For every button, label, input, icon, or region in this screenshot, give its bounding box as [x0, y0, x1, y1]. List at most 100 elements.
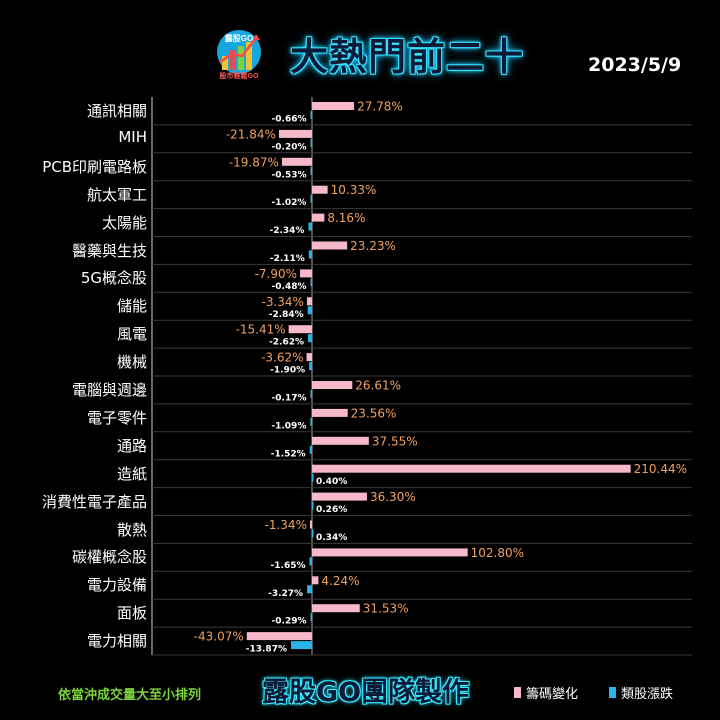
- bar-series2: [307, 306, 312, 315]
- data-label-series2: -13.87%: [246, 645, 287, 655]
- category-label: 5G概念股: [80, 269, 147, 288]
- data-label-series2: -1.02%: [271, 198, 306, 208]
- sort-note: 依當沖成交量大至小排列: [58, 688, 202, 703]
- bar-series1: [306, 297, 312, 306]
- data-label-series2: -1.52%: [271, 449, 306, 459]
- legend-label-series2: 類股漲跌: [621, 687, 674, 702]
- category-label: 面板: [116, 604, 147, 623]
- category-label: 通路: [116, 436, 147, 455]
- data-label-series2: -2.84%: [269, 310, 304, 320]
- category-label: 消費性電子產品: [41, 492, 147, 511]
- legend-swatch-series1: [514, 687, 521, 698]
- bar-series2: [307, 585, 312, 594]
- bar-series1: [312, 548, 468, 557]
- bar-series1: [288, 325, 312, 334]
- data-label-series1: -3.34%: [261, 295, 303, 309]
- bar-series1: [312, 213, 325, 222]
- legend-label-series1: 籌碼變化: [526, 687, 579, 702]
- data-label-series1: 23.56%: [351, 406, 397, 420]
- data-label-series2: -0.53%: [272, 170, 307, 180]
- data-label-series1: 31.53%: [363, 602, 409, 616]
- data-label-series2: 0.34%: [316, 533, 347, 543]
- data-label-series2: -1.09%: [271, 421, 306, 431]
- data-label-series1: 10.33%: [331, 183, 377, 197]
- bar-series2: [308, 222, 312, 231]
- category-label: 造紙: [116, 464, 147, 483]
- bar-series2: [310, 111, 312, 119]
- category-label: PCB印刷電路板: [42, 157, 147, 176]
- data-label-series2: -0.66%: [272, 115, 307, 125]
- bar-series1: [278, 129, 312, 138]
- category-label: 機械: [116, 353, 147, 372]
- data-label-series2: 0.40%: [316, 477, 347, 487]
- bar-series1: [309, 520, 312, 529]
- bar-series1: [312, 241, 348, 250]
- category-label: 散熱: [116, 520, 147, 539]
- data-label-series2: -2.62%: [269, 338, 304, 348]
- bar-series2: [310, 390, 312, 398]
- category-label: 電力設備: [86, 576, 147, 595]
- data-label-series2: -0.48%: [272, 282, 307, 292]
- bar-series2: [312, 529, 314, 538]
- bar-series1: [312, 464, 631, 473]
- bar-series2: [310, 194, 312, 203]
- bar-series2: [310, 138, 312, 147]
- bar-series2: [309, 557, 312, 566]
- bar-series1: [312, 604, 360, 613]
- bar-series2: [308, 250, 312, 259]
- bar-series1: [312, 492, 367, 501]
- bar-series2: [310, 613, 312, 622]
- bar-series1: [312, 436, 369, 445]
- logo-text-bottom: 股市輕鬆GO: [219, 71, 259, 80]
- bar-series1: [312, 576, 319, 585]
- bar-series1: [312, 102, 355, 110]
- data-label-series1: 36.30%: [370, 490, 416, 504]
- data-label-series2: 0.26%: [316, 505, 347, 515]
- legend-item-series1: 籌碼變化: [514, 683, 578, 702]
- bar-series2: [308, 334, 312, 343]
- logo-text-top: 露股GO: [225, 33, 253, 43]
- data-label-series1: 210.44%: [634, 462, 687, 476]
- category-label: 航太軍工: [86, 185, 147, 204]
- date-label: 2023/5/9: [588, 54, 682, 76]
- category-label: 碳權概念股: [71, 548, 147, 567]
- data-label-series1: -21.84%: [226, 127, 276, 141]
- page-title: 大熱門前二十: [290, 35, 525, 79]
- data-label-series1: -43.07%: [194, 630, 244, 644]
- category-label: 通訊相關: [86, 102, 147, 120]
- data-label-series1: -1.34%: [265, 518, 307, 532]
- category-label: 電子零件: [86, 408, 147, 427]
- data-label-series1: -15.41%: [236, 323, 286, 337]
- bar-series2: [310, 166, 312, 175]
- category-label: 儲能: [116, 297, 147, 316]
- category-label: 風電: [116, 325, 147, 344]
- header: 露股GO 股市輕鬆GO 大熱門前二十 2023/5/9: [0, 0, 720, 92]
- data-label-series1: 23.23%: [350, 239, 396, 253]
- bar-series2: [309, 362, 312, 371]
- data-label-series2: -0.29%: [272, 617, 307, 627]
- legend-item-series2: 類股漲跌: [609, 683, 673, 702]
- bar-series2: [312, 473, 314, 482]
- data-label-series1: -19.87%: [229, 155, 279, 169]
- legend-swatch-series2: [609, 687, 616, 698]
- data-label-series2: -1.90%: [270, 366, 305, 376]
- category-label: MIH: [118, 127, 147, 146]
- bar-series2: [310, 417, 312, 426]
- bar-series1: [281, 157, 312, 166]
- data-label-series2: -0.20%: [272, 142, 307, 152]
- category-label: 電力相關: [86, 632, 147, 651]
- bar-series1: [312, 381, 353, 389]
- data-label-series1: 102.80%: [471, 546, 524, 560]
- data-label-series1: -3.62%: [261, 351, 303, 365]
- bar-series2: [290, 641, 312, 650]
- bar-series1: [306, 353, 312, 362]
- data-label-series2: -1.65%: [271, 561, 306, 571]
- logo: 露股GO 股市輕鬆GO: [217, 30, 261, 80]
- category-label: 醫藥與生技: [71, 241, 147, 260]
- brand-footer: 露股GO團隊製作: [262, 677, 470, 708]
- data-label-series1: 37.55%: [372, 434, 418, 448]
- data-label-series2: -0.17%: [272, 394, 307, 404]
- data-label-series1: 27.78%: [357, 100, 403, 114]
- data-label-series2: -2.34%: [269, 226, 304, 236]
